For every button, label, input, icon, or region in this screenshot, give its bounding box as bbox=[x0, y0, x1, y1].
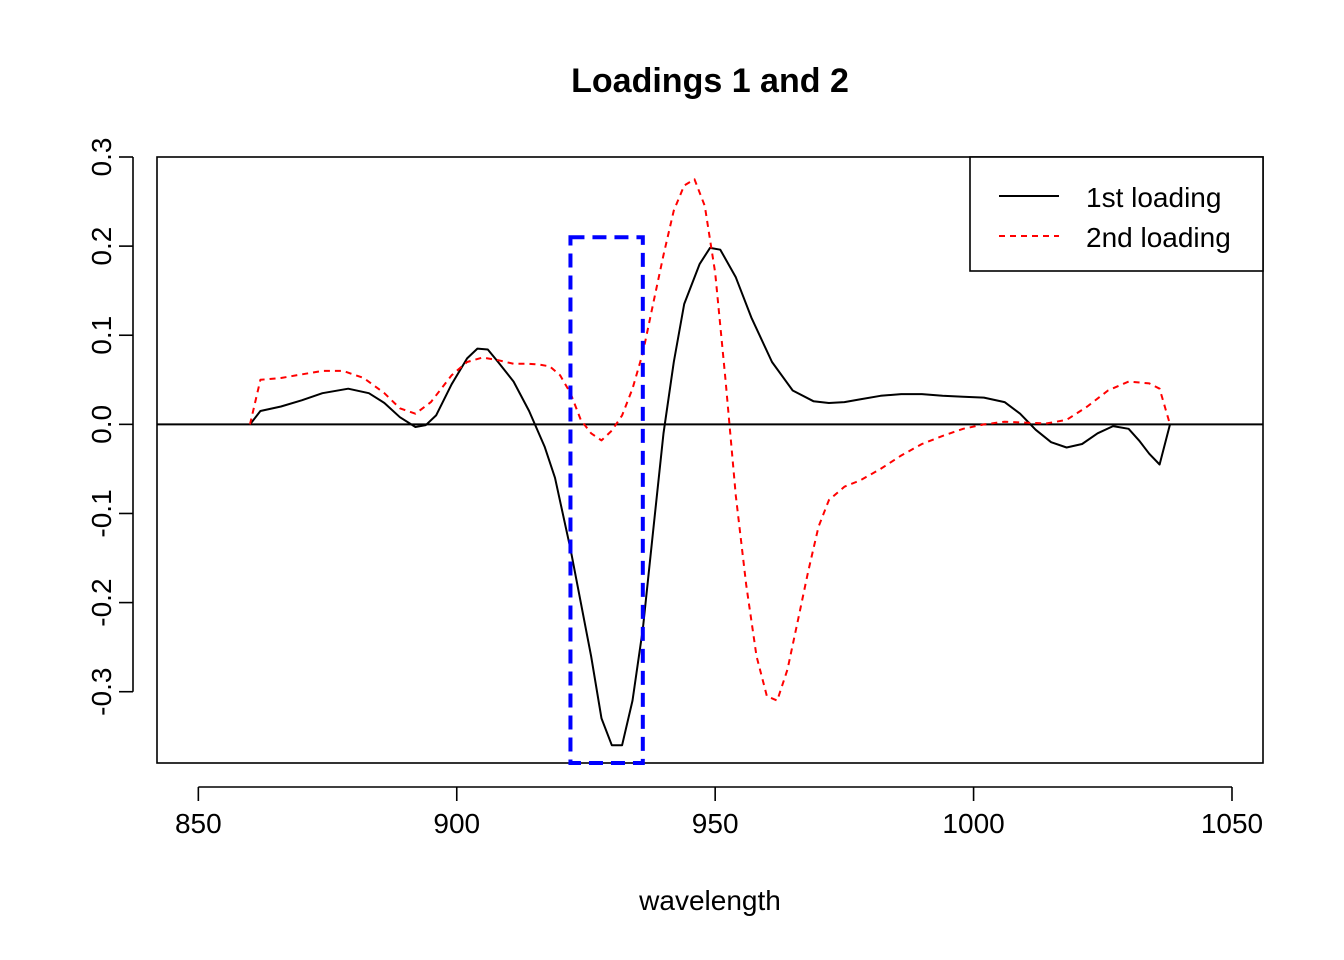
series-line-2nd-loading bbox=[249, 178, 1171, 702]
y-axis: -0.3 -0.2 -0.1 0.0 0.1 0.2 0.3 bbox=[86, 138, 134, 716]
highlight-region-box bbox=[568, 235, 645, 766]
x-tick-label: 850 bbox=[175, 808, 222, 839]
plot-frame bbox=[156, 156, 1264, 764]
y-tick-label: 0.1 bbox=[86, 316, 117, 355]
legend-label-2nd-loading: 2nd loading bbox=[1086, 222, 1231, 253]
chart-title: Loadings 1 and 2 bbox=[571, 62, 849, 100]
x-tick-label: 1000 bbox=[942, 808, 1004, 839]
x-tick-label: 1050 bbox=[1201, 808, 1263, 839]
x-tick-label: 950 bbox=[692, 808, 739, 839]
legend: 1st loading 2nd loading bbox=[969, 156, 1264, 272]
x-axis-label: wavelength bbox=[638, 885, 781, 916]
x-axis: 850 900 950 1000 1050 bbox=[175, 786, 1263, 839]
legend-label-1st-loading: 1st loading bbox=[1086, 182, 1221, 213]
series-line-1st-loading bbox=[249, 246, 1171, 747]
y-tick-label: -0.2 bbox=[86, 578, 117, 626]
y-tick-label: 0.2 bbox=[86, 227, 117, 266]
y-tick-label: -0.1 bbox=[86, 489, 117, 537]
plot-area bbox=[157, 178, 1263, 766]
y-tick-label: 0.0 bbox=[86, 405, 117, 444]
y-tick-label: -0.3 bbox=[86, 668, 117, 716]
legend-box bbox=[969, 156, 1264, 272]
y-tick-label: 0.3 bbox=[86, 138, 117, 177]
x-tick-label: 900 bbox=[433, 808, 480, 839]
